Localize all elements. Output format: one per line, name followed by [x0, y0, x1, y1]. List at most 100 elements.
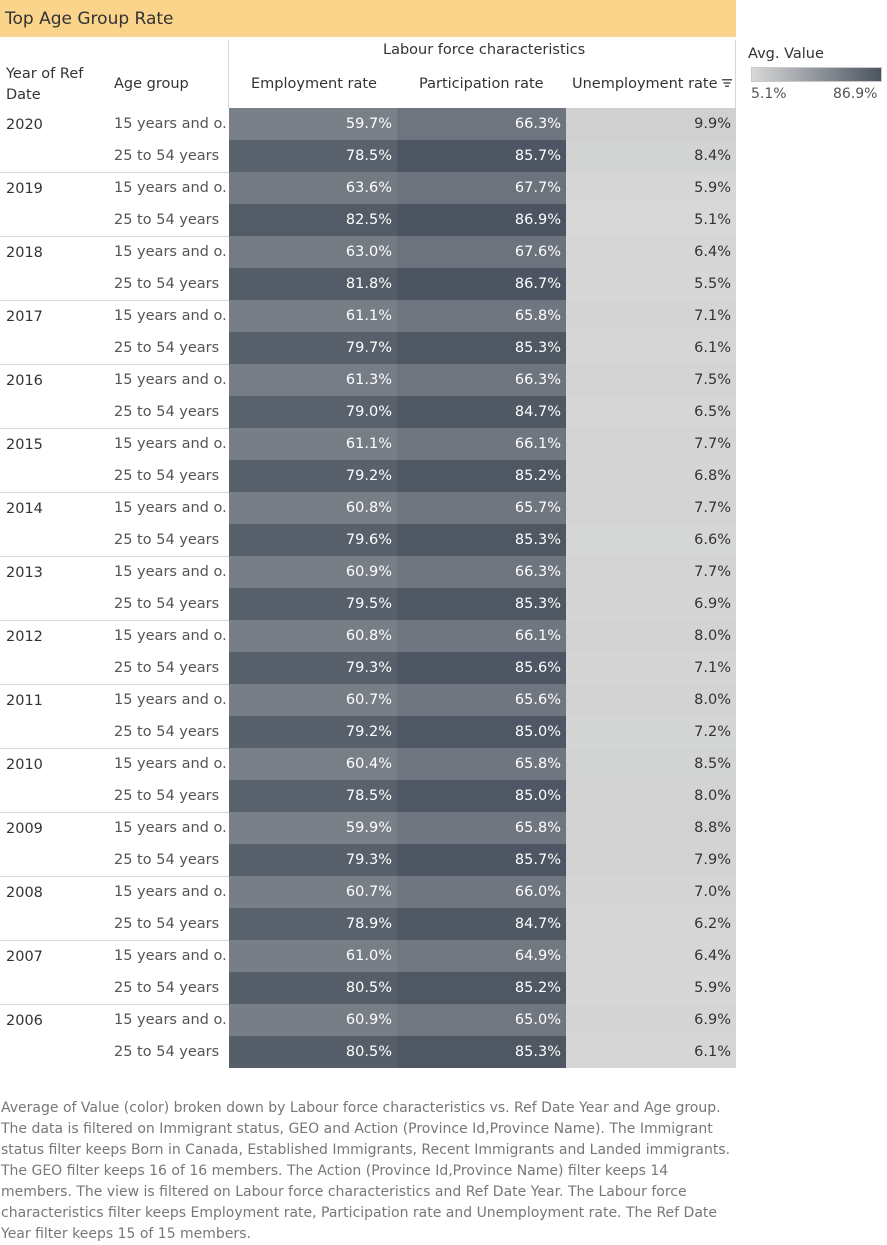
heatmap-cell[interactable]: 60.7% — [229, 876, 397, 908]
heatmap-cell[interactable]: 60.8% — [229, 492, 397, 524]
legend-title: Avg. Value — [748, 46, 824, 62]
age-column-header: Age group — [114, 76, 189, 92]
heatmap-cell[interactable]: 85.2% — [397, 460, 566, 492]
heatmap-cell[interactable]: 66.3% — [397, 556, 566, 588]
heatmap-cell[interactable]: 66.1% — [397, 620, 566, 652]
heatmap-cell[interactable]: 6.6% — [566, 524, 736, 556]
heatmap-cell[interactable]: 5.1% — [566, 204, 736, 236]
heatmap-cell[interactable]: 7.5% — [566, 364, 736, 396]
year-label: 2018 — [6, 245, 43, 261]
heatmap-cell[interactable]: 6.9% — [566, 588, 736, 620]
heatmap-cell[interactable]: 80.5% — [229, 1036, 397, 1068]
sort-descending-icon[interactable] — [721, 77, 733, 89]
heatmap-cell[interactable]: 79.5% — [229, 588, 397, 620]
heatmap-cell[interactable]: 61.1% — [229, 428, 397, 460]
heatmap-cell[interactable]: 66.3% — [397, 108, 566, 140]
heatmap-cell[interactable]: 85.0% — [397, 780, 566, 812]
heatmap-cell[interactable]: 86.7% — [397, 268, 566, 300]
heatmap-cell[interactable]: 85.3% — [397, 332, 566, 364]
heatmap-cell[interactable]: 81.8% — [229, 268, 397, 300]
heatmap-cell[interactable]: 60.4% — [229, 748, 397, 780]
heatmap-cell[interactable]: 65.6% — [397, 684, 566, 716]
heatmap-cell[interactable]: 7.2% — [566, 716, 736, 748]
heatmap-cell[interactable]: 7.0% — [566, 876, 736, 908]
heatmap-cell[interactable]: 79.6% — [229, 524, 397, 556]
heatmap-cell[interactable]: 79.7% — [229, 332, 397, 364]
heatmap-cell[interactable]: 8.5% — [566, 748, 736, 780]
heatmap-cell[interactable]: 6.5% — [566, 396, 736, 428]
heatmap-cell[interactable]: 84.7% — [397, 908, 566, 940]
heatmap-cell[interactable]: 60.8% — [229, 620, 397, 652]
heatmap-cell[interactable]: 82.5% — [229, 204, 397, 236]
heatmap-cell[interactable]: 60.7% — [229, 684, 397, 716]
heatmap-cell[interactable]: 7.1% — [566, 300, 736, 332]
heatmap-cell[interactable]: 85.2% — [397, 972, 566, 1004]
heatmap-cell[interactable]: 80.5% — [229, 972, 397, 1004]
heatmap-cell[interactable]: 7.7% — [566, 428, 736, 460]
heatmap-cell[interactable]: 85.7% — [397, 844, 566, 876]
heatmap-cell[interactable]: 8.4% — [566, 140, 736, 172]
heatmap-cell[interactable]: 67.6% — [397, 236, 566, 268]
heatmap-cell[interactable]: 59.9% — [229, 812, 397, 844]
heatmap-cell[interactable]: 6.1% — [566, 332, 736, 364]
heatmap-cell[interactable]: 7.7% — [566, 492, 736, 524]
group-header: Labour force characteristics — [383, 42, 586, 58]
heatmap-cell[interactable]: 66.1% — [397, 428, 566, 460]
heatmap-cell[interactable]: 65.8% — [397, 812, 566, 844]
heatmap-cell[interactable]: 60.9% — [229, 556, 397, 588]
heatmap-cell[interactable]: 85.7% — [397, 140, 566, 172]
heatmap-cell[interactable]: 66.0% — [397, 876, 566, 908]
heatmap-cell[interactable]: 61.0% — [229, 940, 397, 972]
heatmap-cell[interactable]: 65.7% — [397, 492, 566, 524]
heatmap-cell[interactable]: 8.0% — [566, 684, 736, 716]
heatmap-cell[interactable]: 67.7% — [397, 172, 566, 204]
heatmap-cell[interactable]: 9.9% — [566, 108, 736, 140]
heatmap-cell[interactable]: 85.3% — [397, 524, 566, 556]
heatmap-cell[interactable]: 63.6% — [229, 172, 397, 204]
heatmap-cell[interactable]: 60.9% — [229, 1004, 397, 1036]
heatmap-cell[interactable]: 5.9% — [566, 172, 736, 204]
heatmap-cell[interactable]: 86.9% — [397, 204, 566, 236]
heatmap-cell[interactable]: 7.9% — [566, 844, 736, 876]
age-group-label: 25 to 54 years — [114, 596, 220, 612]
heatmap-cell[interactable]: 5.5% — [566, 268, 736, 300]
heatmap-cell[interactable]: 79.0% — [229, 396, 397, 428]
heatmap-cell[interactable]: 79.2% — [229, 716, 397, 748]
heatmap-cell[interactable]: 65.8% — [397, 748, 566, 780]
heatmap-cell[interactable]: 85.3% — [397, 588, 566, 620]
heatmap-cell[interactable]: 59.7% — [229, 108, 397, 140]
heatmap-cell[interactable]: 64.9% — [397, 940, 566, 972]
heatmap-cell[interactable]: 65.8% — [397, 300, 566, 332]
heatmap-cell[interactable]: 8.0% — [566, 620, 736, 652]
heatmap-cell[interactable]: 6.2% — [566, 908, 736, 940]
age-group-label: 25 to 54 years — [114, 1044, 220, 1060]
heatmap-cell[interactable]: 85.3% — [397, 1036, 566, 1068]
heatmap-cell[interactable]: 61.1% — [229, 300, 397, 332]
heatmap-cell[interactable]: 6.4% — [566, 940, 736, 972]
heatmap-cell[interactable]: 6.4% — [566, 236, 736, 268]
heatmap-cell[interactable]: 79.3% — [229, 844, 397, 876]
heatmap-cell[interactable]: 78.5% — [229, 780, 397, 812]
heatmap-cell[interactable]: 79.2% — [229, 460, 397, 492]
heatmap-cell[interactable]: 63.0% — [229, 236, 397, 268]
year-column-header: Year of Ref Date — [6, 66, 84, 103]
age-group-label: 25 to 54 years — [114, 148, 220, 164]
unemployment-rate-header: Unemployment rate — [572, 76, 718, 92]
heatmap-cell[interactable]: 6.9% — [566, 1004, 736, 1036]
heatmap-cell[interactable]: 7.7% — [566, 556, 736, 588]
heatmap-cell[interactable]: 6.1% — [566, 1036, 736, 1068]
heatmap-cell[interactable]: 8.8% — [566, 812, 736, 844]
heatmap-cell[interactable]: 6.8% — [566, 460, 736, 492]
heatmap-cell[interactable]: 66.3% — [397, 364, 566, 396]
heatmap-cell[interactable]: 8.0% — [566, 780, 736, 812]
heatmap-cell[interactable]: 79.3% — [229, 652, 397, 684]
heatmap-cell[interactable]: 85.0% — [397, 716, 566, 748]
heatmap-cell[interactable]: 61.3% — [229, 364, 397, 396]
heatmap-cell[interactable]: 5.9% — [566, 972, 736, 1004]
heatmap-cell[interactable]: 78.9% — [229, 908, 397, 940]
heatmap-cell[interactable]: 85.6% — [397, 652, 566, 684]
heatmap-cell[interactable]: 78.5% — [229, 140, 397, 172]
heatmap-cell[interactable]: 84.7% — [397, 396, 566, 428]
heatmap-cell[interactable]: 7.1% — [566, 652, 736, 684]
heatmap-cell[interactable]: 65.0% — [397, 1004, 566, 1036]
